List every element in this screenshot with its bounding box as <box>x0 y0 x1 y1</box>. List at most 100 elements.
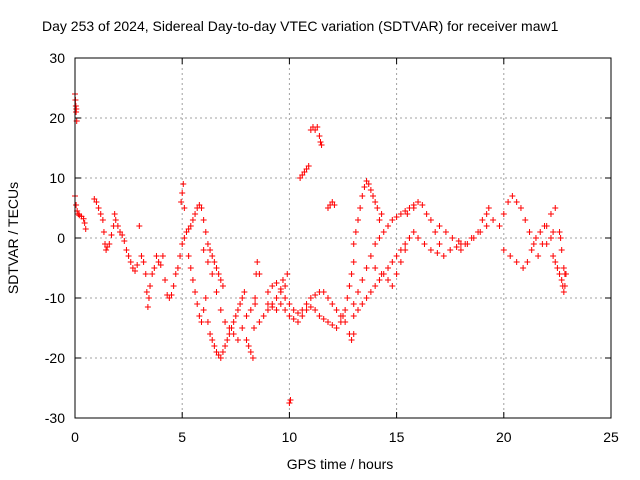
data-point <box>320 316 327 322</box>
data-point <box>125 253 132 259</box>
data-point <box>333 307 340 313</box>
data-point <box>143 289 150 295</box>
data-point <box>406 235 413 241</box>
data-point <box>202 295 209 301</box>
data-point <box>211 259 218 265</box>
data-point <box>269 304 276 310</box>
data-point <box>352 229 359 235</box>
data-point <box>442 229 449 235</box>
data-point <box>561 271 568 277</box>
data-point <box>556 229 563 235</box>
data-point <box>316 133 323 139</box>
y-axis-label: SDTVAR / TECUs <box>5 182 21 294</box>
data-point <box>312 292 319 298</box>
data-point <box>350 331 357 337</box>
data-point <box>372 283 379 289</box>
data-point <box>209 271 216 277</box>
data-point <box>252 301 259 307</box>
data-point <box>393 253 400 259</box>
data-point <box>222 319 229 325</box>
data-point <box>357 205 364 211</box>
data-point <box>470 235 477 241</box>
data-point <box>378 271 385 277</box>
y-tick-label: -20 <box>45 350 65 366</box>
data-point <box>324 319 331 325</box>
data-point <box>243 337 250 343</box>
data-point <box>552 259 559 265</box>
data-point <box>350 241 357 247</box>
data-point <box>367 187 374 193</box>
data-point <box>136 223 143 229</box>
chart-title: Day 253 of 2024, Sidereal Day-to-day VTE… <box>42 18 559 34</box>
data-point <box>520 265 527 271</box>
data-point <box>543 241 550 247</box>
data-point <box>172 271 179 277</box>
data-point <box>554 265 561 271</box>
data-point <box>376 235 383 241</box>
data-point <box>181 235 188 241</box>
data-point <box>464 241 471 247</box>
data-point <box>496 223 503 229</box>
data-point <box>372 241 379 247</box>
y-tick-label: -30 <box>45 410 65 426</box>
data-point <box>234 337 241 343</box>
data-point <box>557 235 564 241</box>
data-point <box>331 202 338 208</box>
data-point <box>372 199 379 205</box>
axis-ticks <box>74 57 612 419</box>
data-point <box>367 253 374 259</box>
data-point <box>254 259 261 265</box>
y-tick-label: 20 <box>49 110 65 126</box>
data-point <box>187 265 194 271</box>
data-point <box>350 301 357 307</box>
data-point <box>111 211 118 217</box>
data-point <box>350 313 357 319</box>
data-point <box>251 325 258 331</box>
data-point <box>217 307 224 313</box>
data-point <box>344 295 351 301</box>
data-point <box>532 235 539 241</box>
data-point <box>427 217 434 223</box>
data-point <box>153 253 160 259</box>
data-point <box>436 223 443 229</box>
data-point <box>95 205 102 211</box>
data-point <box>264 289 271 295</box>
data-point <box>198 319 205 325</box>
data-point <box>99 217 106 223</box>
data-point <box>151 265 158 271</box>
data-point <box>436 241 443 247</box>
data-point <box>513 199 520 205</box>
data-point <box>209 253 216 259</box>
data-point <box>455 238 462 244</box>
data-point <box>337 313 344 319</box>
data-point <box>528 247 535 253</box>
data-point <box>505 199 512 205</box>
data-point <box>189 277 196 283</box>
data-point <box>535 253 542 259</box>
data-point <box>376 217 383 223</box>
data-point <box>200 307 207 313</box>
data-point <box>359 277 366 283</box>
data-point <box>93 199 100 205</box>
y-tick-label: 10 <box>49 170 65 186</box>
data-point <box>215 271 222 277</box>
data-point <box>207 331 214 337</box>
data-point <box>333 325 340 331</box>
data-point <box>222 343 229 349</box>
data-point <box>284 271 291 277</box>
data-point <box>217 355 224 361</box>
data-point <box>103 247 110 253</box>
y-tick-label: 30 <box>49 50 65 66</box>
data-point <box>204 319 211 325</box>
data-point <box>410 229 417 235</box>
data-point <box>243 313 250 319</box>
data-point <box>355 307 362 313</box>
data-point <box>513 259 520 265</box>
data-point <box>181 205 188 211</box>
data-point <box>144 304 151 310</box>
data-point <box>316 313 323 319</box>
data-point <box>359 193 366 199</box>
data-point <box>303 307 310 313</box>
data-point <box>507 253 514 259</box>
data-point <box>132 268 139 274</box>
